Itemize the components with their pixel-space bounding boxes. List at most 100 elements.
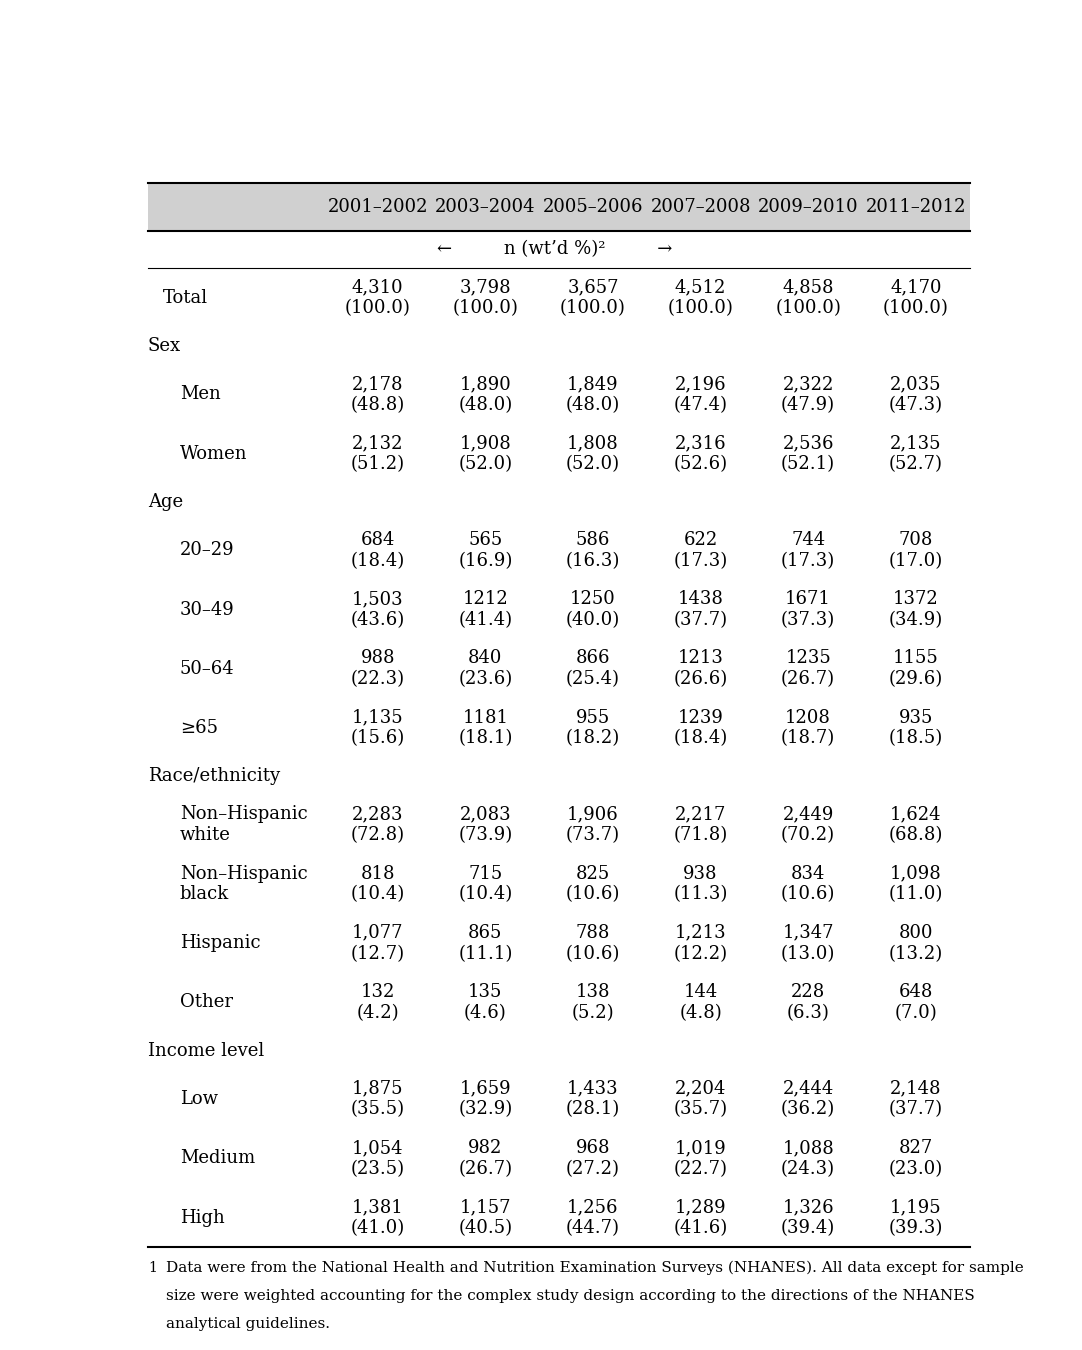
Text: 1,077
(12.7): 1,077 (12.7) <box>351 923 405 963</box>
Text: 1,157
(40.5): 1,157 (40.5) <box>459 1199 513 1237</box>
Text: 2011–2012: 2011–2012 <box>866 197 966 216</box>
Text: 955
(18.2): 955 (18.2) <box>566 709 620 748</box>
Text: Race/ethnicity: Race/ethnicity <box>148 767 280 786</box>
Text: 2,083
(73.9): 2,083 (73.9) <box>458 806 513 844</box>
Text: 2,322
(47.9): 2,322 (47.9) <box>781 375 835 413</box>
Text: 586
(16.3): 586 (16.3) <box>566 531 620 570</box>
Text: 1,135
(15.6): 1,135 (15.6) <box>351 709 405 748</box>
Text: Non–Hispanic
white: Non–Hispanic white <box>180 806 307 844</box>
Text: 1,906
(73.7): 1,906 (73.7) <box>566 806 620 844</box>
Text: 2003–2004: 2003–2004 <box>435 197 536 216</box>
Text: 1,875
(35.5): 1,875 (35.5) <box>351 1080 405 1119</box>
Text: 2,449
(70.2): 2,449 (70.2) <box>781 806 835 844</box>
Text: Total: Total <box>163 289 208 306</box>
Text: size were weighted accounting for the complex study design according to the dire: size were weighted accounting for the co… <box>167 1289 975 1303</box>
Text: 1671
(37.3): 1671 (37.3) <box>781 590 835 629</box>
Text: 1155
(29.6): 1155 (29.6) <box>888 649 942 688</box>
Text: 1438
(37.7): 1438 (37.7) <box>673 590 727 629</box>
Text: 20–29: 20–29 <box>180 541 235 559</box>
Text: 1,019
(22.7): 1,019 (22.7) <box>674 1139 727 1177</box>
Bar <box>148 182 969 231</box>
Text: Men: Men <box>180 385 221 404</box>
Text: 3,657
(100.0): 3,657 (100.0) <box>560 278 625 317</box>
Text: 1: 1 <box>148 1261 157 1274</box>
Text: 1250
(40.0): 1250 (40.0) <box>566 590 620 629</box>
Text: 1,213
(12.2): 1,213 (12.2) <box>673 923 727 963</box>
Text: 565
(16.9): 565 (16.9) <box>458 531 513 570</box>
Text: 2,536
(52.1): 2,536 (52.1) <box>781 435 835 472</box>
Text: 938
(11.3): 938 (11.3) <box>673 864 728 903</box>
Text: 988
(22.3): 988 (22.3) <box>351 649 405 688</box>
Text: 2001–2002: 2001–2002 <box>328 197 428 216</box>
Text: Women: Women <box>180 444 247 463</box>
Text: 684
(18.4): 684 (18.4) <box>351 531 405 570</box>
Text: 968
(27.2): 968 (27.2) <box>566 1139 620 1177</box>
Text: 818
(10.4): 818 (10.4) <box>351 864 405 903</box>
Text: 2,135
(52.7): 2,135 (52.7) <box>888 435 942 472</box>
Text: 788
(10.6): 788 (10.6) <box>566 923 620 963</box>
Text: 1,054
(23.5): 1,054 (23.5) <box>351 1139 405 1177</box>
Text: 1,808
(52.0): 1,808 (52.0) <box>566 435 620 472</box>
Text: 1,256
(44.7): 1,256 (44.7) <box>566 1199 620 1237</box>
Text: 50–64: 50–64 <box>180 660 235 678</box>
Text: 1,098
(11.0): 1,098 (11.0) <box>888 864 944 903</box>
Text: Medium: Medium <box>180 1149 255 1168</box>
Text: 1,088
(24.3): 1,088 (24.3) <box>781 1139 835 1177</box>
Text: 744
(17.3): 744 (17.3) <box>781 531 835 570</box>
Text: 935
(18.5): 935 (18.5) <box>888 709 942 748</box>
Text: 648
(7.0): 648 (7.0) <box>895 983 937 1022</box>
Text: 2,316
(52.6): 2,316 (52.6) <box>673 435 727 472</box>
Text: 2,178
(48.8): 2,178 (48.8) <box>351 375 405 413</box>
Text: Hispanic: Hispanic <box>180 934 261 952</box>
Text: 2009–2010: 2009–2010 <box>757 197 858 216</box>
Text: Data were from the National Health and Nutrition Examination Surveys (NHANES). A: Data were from the National Health and N… <box>167 1261 1024 1276</box>
Text: 1181
(18.1): 1181 (18.1) <box>458 709 513 748</box>
Text: Non–Hispanic
black: Non–Hispanic black <box>180 864 307 903</box>
Text: Low: Low <box>180 1089 217 1108</box>
Text: 2,204
(35.7): 2,204 (35.7) <box>673 1080 727 1119</box>
Text: 827
(23.0): 827 (23.0) <box>888 1139 942 1177</box>
Text: 825
(10.6): 825 (10.6) <box>566 864 620 903</box>
Text: 2,132
(51.2): 2,132 (51.2) <box>351 435 405 472</box>
Text: Sex: Sex <box>148 338 181 355</box>
Text: 2005–2006: 2005–2006 <box>543 197 643 216</box>
Text: 1,890
(48.0): 1,890 (48.0) <box>458 375 513 413</box>
Text: 1372
(34.9): 1372 (34.9) <box>888 590 942 629</box>
Text: 1,381
(41.0): 1,381 (41.0) <box>351 1199 405 1237</box>
Text: 1,908
(52.0): 1,908 (52.0) <box>459 435 513 472</box>
Text: 2,283
(72.8): 2,283 (72.8) <box>351 806 405 844</box>
Text: 865
(11.1): 865 (11.1) <box>458 923 513 963</box>
Text: ←         n (wt’d %)²         →: ← n (wt’d %)² → <box>437 240 672 258</box>
Text: 228
(6.3): 228 (6.3) <box>787 983 830 1022</box>
Text: 3,798
(100.0): 3,798 (100.0) <box>452 278 518 317</box>
Text: 834
(10.6): 834 (10.6) <box>781 864 835 903</box>
Text: 1,659
(32.9): 1,659 (32.9) <box>458 1080 513 1119</box>
Text: 1,289
(41.6): 1,289 (41.6) <box>673 1199 728 1237</box>
Text: 1,503
(43.6): 1,503 (43.6) <box>351 590 405 629</box>
Text: 2,217
(71.8): 2,217 (71.8) <box>673 806 728 844</box>
Text: 2,196
(47.4): 2,196 (47.4) <box>674 375 727 413</box>
Text: Income level: Income level <box>148 1042 264 1060</box>
Text: 2,444
(36.2): 2,444 (36.2) <box>781 1080 835 1119</box>
Text: 1,624
(68.8): 1,624 (68.8) <box>888 806 944 844</box>
Text: 1,849
(48.0): 1,849 (48.0) <box>566 375 620 413</box>
Text: 840
(23.6): 840 (23.6) <box>458 649 513 688</box>
Text: 2,148
(37.7): 2,148 (37.7) <box>888 1080 942 1119</box>
Text: 2,035
(47.3): 2,035 (47.3) <box>888 375 942 413</box>
Text: 1212
(41.4): 1212 (41.4) <box>459 590 513 629</box>
Text: 4,170
(100.0): 4,170 (100.0) <box>883 278 949 317</box>
Text: 982
(26.7): 982 (26.7) <box>459 1139 513 1177</box>
Text: 4,858
(100.0): 4,858 (100.0) <box>775 278 841 317</box>
Text: 4,310
(100.0): 4,310 (100.0) <box>345 278 411 317</box>
Text: 866
(25.4): 866 (25.4) <box>566 649 620 688</box>
Text: 132
(4.2): 132 (4.2) <box>356 983 399 1022</box>
Text: analytical guidelines.: analytical guidelines. <box>167 1316 330 1331</box>
Text: 1213
(26.6): 1213 (26.6) <box>673 649 728 688</box>
Text: High: High <box>180 1208 224 1227</box>
Text: 622
(17.3): 622 (17.3) <box>673 531 728 570</box>
Text: 135
(4.6): 135 (4.6) <box>464 983 506 1022</box>
Text: Age: Age <box>148 493 183 510</box>
Text: 1,347
(13.0): 1,347 (13.0) <box>781 923 835 963</box>
Text: 1239
(18.4): 1239 (18.4) <box>673 709 728 748</box>
Text: 708
(17.0): 708 (17.0) <box>888 531 942 570</box>
